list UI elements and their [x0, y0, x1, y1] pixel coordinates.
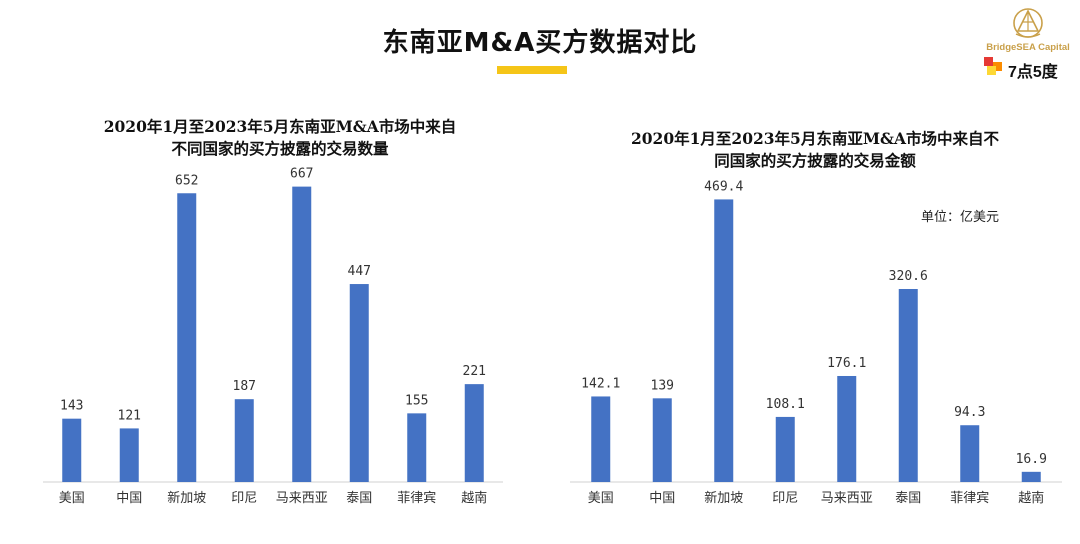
left-bar [464, 384, 484, 482]
left-category-label: 菲律宾 [397, 490, 436, 506]
left-category-label: 印尼 [231, 491, 257, 506]
left-data-label: 667 [290, 167, 313, 182]
left-bar [234, 399, 254, 482]
left-data-label: 447 [348, 264, 371, 279]
colored-blocks-icon [984, 57, 1002, 75]
left-category-label: 新加坡 [167, 490, 206, 506]
brand-secondary: 7点5度 [1008, 64, 1058, 81]
chart-right-unit: 单位：亿美元 [921, 210, 1000, 225]
brand-logo: BridgeSEA Capital 7点5度 [978, 4, 1078, 82]
chart-left-title: 2020年1月至2023年5月东南亚M&A市场中来自 不同国家的买方披露的交易数… [40, 116, 520, 160]
chart-left-title-line-1: 2020年1月至2023年5月东南亚M&A市场中来自 [103, 117, 457, 136]
title-accent-bar [497, 66, 567, 74]
left-bar [62, 418, 82, 482]
chart-left-title-line-2: 不同国家的买方披露的交易数量 [171, 139, 389, 158]
chart-right-title-line-1: 2020年1月至2023年5月东南亚M&A市场中来自不 [630, 129, 1000, 148]
brand-name: BridgeSEA Capital [986, 42, 1070, 53]
left-bar [177, 193, 197, 482]
left-bar [349, 284, 369, 482]
left-data-label: 187 [233, 379, 256, 394]
left-data-label: 143 [60, 399, 83, 414]
left-category-label: 美国 [59, 491, 85, 506]
chart-right-title-line-2: 同国家的买方披露的交易金额 [714, 151, 916, 170]
left-bar [407, 413, 427, 482]
left-data-label: 121 [118, 408, 141, 423]
page-title: 东南亚M&A买方数据对比 [382, 28, 698, 58]
left-category-label: 中国 [116, 491, 142, 506]
left-bar [119, 428, 139, 482]
left-category-label: 越南 [461, 490, 487, 506]
left-data-label: 155 [405, 393, 428, 408]
left-category-label: 泰国 [346, 491, 372, 506]
left-bar [292, 186, 312, 482]
sail-logo-icon [1013, 8, 1043, 38]
left-category-label: 马来西亚 [276, 491, 328, 506]
chart-right-title: 2020年1月至2023年5月东南亚M&A市场中来自不 同国家的买方披露的交易金… [570, 128, 1060, 172]
left-data-label: 221 [463, 364, 486, 379]
left-data-label: 652 [175, 173, 198, 188]
